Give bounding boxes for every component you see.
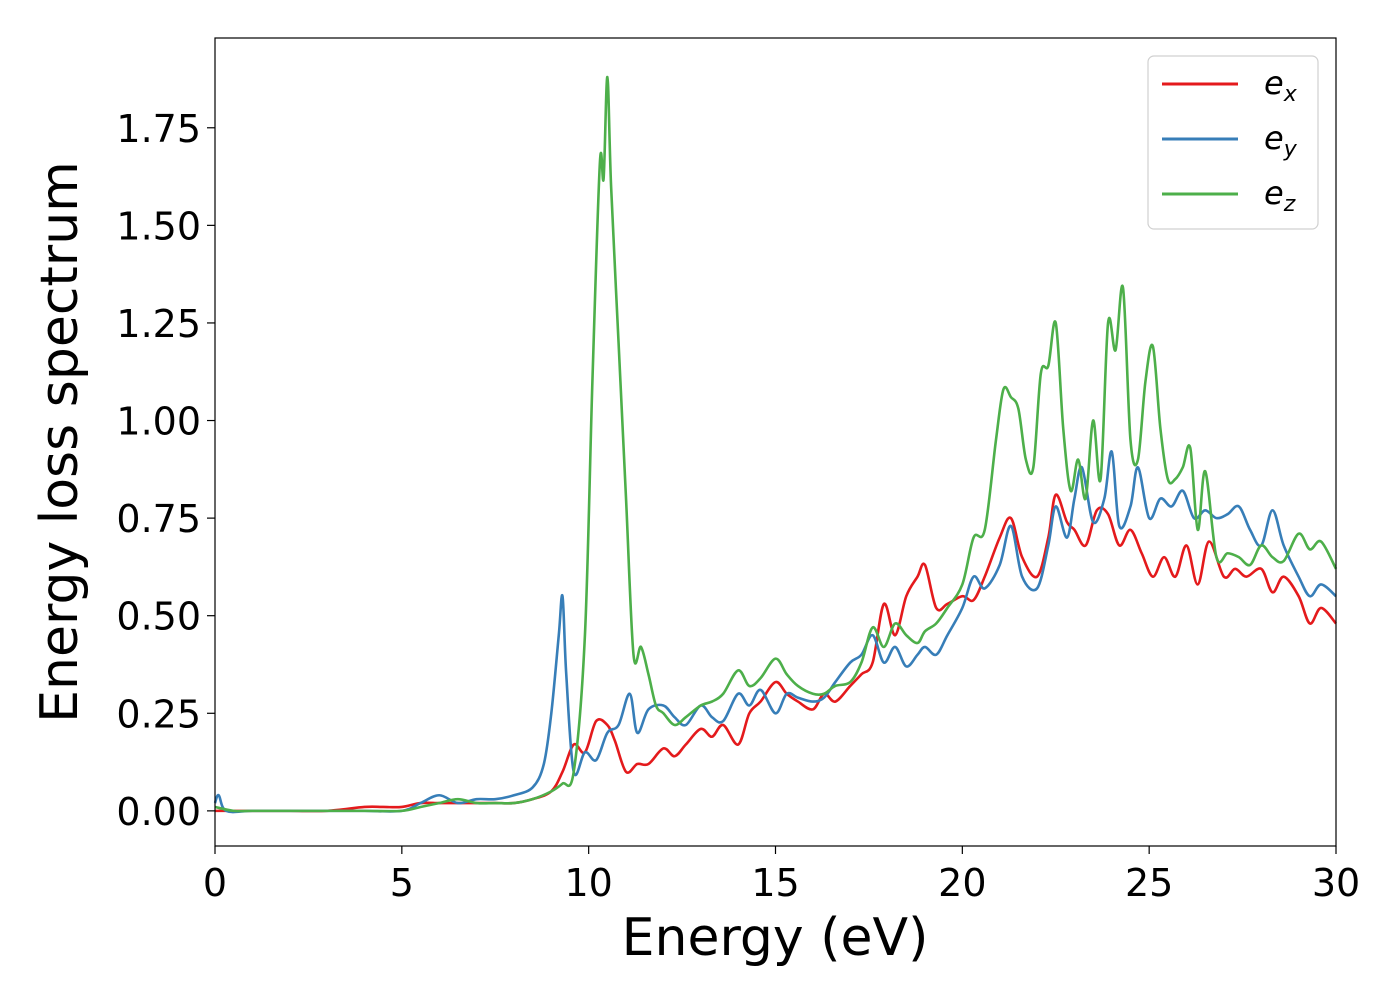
y-tick-label: 0.50 (116, 595, 201, 639)
legend-box (1147, 55, 1319, 230)
x-axis-title: Energy (eV) (622, 908, 929, 968)
series-line-y (213, 450, 1337, 814)
y-tick-label: 0.25 (116, 692, 201, 736)
x-tick-label: 25 (1125, 861, 1173, 905)
x-axis-ticks: 0 5 10 15 20 25 30 (203, 846, 1360, 905)
y-tick-label: 1.00 (116, 400, 201, 444)
series-layer (213, 75, 1338, 814)
x-tick-label: 30 (1312, 861, 1360, 905)
x-tick-label: 20 (938, 861, 986, 905)
y-tick-label: 1.25 (116, 302, 201, 346)
y-tick-label: 1.50 (116, 204, 201, 248)
legend-label-y: ey (1264, 119, 1298, 162)
y-tick-label: 0.00 (116, 790, 201, 834)
x-tick-label: 15 (751, 861, 799, 905)
y-axis-ticks: 0.00 0.25 0.50 0.75 1.00 1.25 1.50 1.75 (116, 107, 215, 834)
y-axis-title: Energy loss spectrum (30, 161, 90, 723)
y-tick-label: 0.75 (116, 497, 201, 541)
x-tick-label: 0 (203, 861, 227, 905)
x-tick-label: 5 (390, 861, 414, 905)
x-tick-label: 10 (564, 861, 612, 905)
y-tick-label: 1.75 (116, 107, 201, 151)
series-line-z (214, 75, 1338, 813)
